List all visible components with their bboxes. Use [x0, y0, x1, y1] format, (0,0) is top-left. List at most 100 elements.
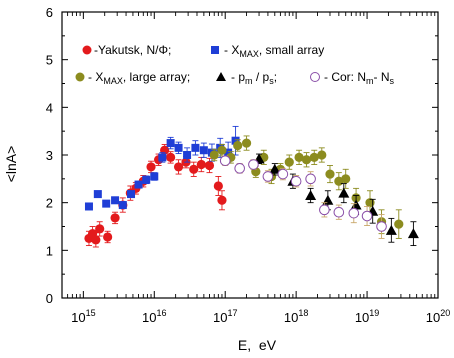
- data-point: [93, 190, 102, 199]
- legend-marker-cor: [310, 72, 320, 82]
- data-point: [95, 224, 105, 234]
- data-point: [146, 162, 156, 172]
- legend-marker-xmax-large: [75, 72, 85, 82]
- y-tick-label: 0: [46, 291, 53, 306]
- data-point: [338, 187, 350, 198]
- data-layer: [84, 125, 419, 248]
- data-point: [290, 175, 302, 187]
- x-tick-label-exponent: 17: [227, 308, 237, 318]
- data-point: [134, 180, 143, 189]
- y-tick-label: 5: [46, 53, 53, 68]
- svg-text:- XMAX, large array;: - XMAX, large array;: [88, 70, 190, 86]
- data-point: [277, 168, 289, 180]
- data-point: [173, 162, 184, 172]
- legend-label-xmax-large: - X: [88, 70, 103, 84]
- x-tick-label-exponent: 16: [157, 308, 167, 318]
- data-point: [233, 140, 243, 151]
- data-point: [305, 173, 316, 185]
- data-point: [305, 190, 317, 201]
- data-point: [158, 153, 167, 162]
- legend-label-pm-ps: - p: [231, 70, 245, 84]
- data-point: [183, 151, 192, 159]
- data-point: [361, 210, 373, 222]
- legend-label-yakutsk: -Yakutsk, N/Φ;: [94, 43, 171, 57]
- y-tick-label: 1: [46, 243, 53, 258]
- data-point: [174, 143, 183, 152]
- data-point: [118, 201, 127, 210]
- legend-label-xmax-large-tail: , large array;: [123, 70, 190, 84]
- data-point: [84, 202, 93, 211]
- x-tick-label-base: 10: [284, 310, 298, 325]
- x-axis-title: E, eV: [238, 337, 277, 353]
- data-point: [376, 221, 387, 232]
- data-point: [319, 204, 330, 216]
- legend-label-xmax-large-sub: MAX: [103, 76, 123, 86]
- svg-text:-Yakutsk, N/Φ;: -Yakutsk, N/Φ;: [94, 43, 171, 57]
- data-point: [213, 181, 223, 191]
- svg-text:- pm / ps;: - pm / ps;: [231, 70, 277, 86]
- y-tick-label: 4: [46, 100, 53, 115]
- legend-label-xmax-small-tail: , small array: [259, 43, 324, 57]
- legend-label-xmax-small: - X: [224, 43, 239, 57]
- data-point: [231, 136, 240, 145]
- data-point: [309, 152, 319, 162]
- data-point: [407, 228, 419, 239]
- legend-label-pm-ps-mid: / p: [253, 70, 270, 84]
- legend-label-cor: - Cor: N: [324, 70, 366, 84]
- x-tick-label-exponent: 19: [369, 308, 379, 318]
- legend-marker-pm-ps: [216, 72, 226, 81]
- y-tick-label: 3: [46, 148, 53, 163]
- data-point: [166, 152, 176, 162]
- data-point: [241, 138, 252, 148]
- data-point: [248, 159, 259, 170]
- legend-label-cor-sub1: m: [366, 76, 374, 86]
- data-point: [142, 175, 151, 184]
- data-point: [110, 213, 120, 223]
- x-tick-label: 1017: [213, 308, 237, 325]
- svg-text:- Cor: Nm- Ns: - Cor: Nm- Ns: [324, 70, 395, 86]
- data-point: [166, 139, 175, 148]
- legend-label-cor-mid: - N: [374, 70, 390, 84]
- data-point: [111, 196, 120, 205]
- x-tick-label: 1015: [71, 308, 95, 325]
- legend-label-ps-sub: s: [269, 76, 274, 86]
- x-tick-label: 1016: [142, 308, 166, 325]
- legend-label-xmax-small-sub: MAX: [239, 49, 259, 59]
- data-point: [284, 157, 294, 167]
- data-point: [91, 235, 101, 245]
- x-tick-label: 1019: [355, 308, 379, 325]
- data-point: [269, 163, 281, 174]
- x-tick-label-base: 10: [355, 310, 369, 325]
- data-point: [325, 169, 335, 179]
- data-point: [217, 145, 227, 155]
- x-tick-label-exponent: 15: [86, 308, 96, 318]
- x-tick-label: 1018: [284, 308, 308, 325]
- legend: -Yakutsk, N/Φ; - XMAX, small array - XMA…: [75, 43, 395, 86]
- data-point: [217, 195, 227, 205]
- legend-label-cor-sub2: s: [390, 76, 395, 86]
- data-point: [199, 146, 208, 155]
- data-point: [189, 164, 199, 174]
- series-0: [84, 144, 227, 248]
- data-point: [234, 163, 245, 174]
- x-tick-label: 1020: [426, 308, 450, 325]
- data-point: [103, 232, 113, 242]
- data-point: [209, 150, 219, 160]
- x-tick-label-exponent: 18: [298, 308, 308, 318]
- data-point: [394, 219, 404, 229]
- x-tick-label-base: 10: [213, 310, 227, 325]
- data-point: [385, 224, 397, 235]
- series-4: [219, 155, 387, 239]
- legend-marker-yakutsk: [82, 45, 92, 55]
- series-1: [84, 125, 240, 211]
- data-point: [150, 172, 159, 181]
- x-tick-label-base: 10: [71, 310, 85, 325]
- data-point: [204, 160, 215, 171]
- x-tick-label-exponent: 20: [440, 308, 450, 318]
- data-point: [348, 207, 360, 219]
- data-point: [294, 152, 304, 162]
- data-point: [219, 155, 231, 167]
- data-point: [196, 159, 206, 170]
